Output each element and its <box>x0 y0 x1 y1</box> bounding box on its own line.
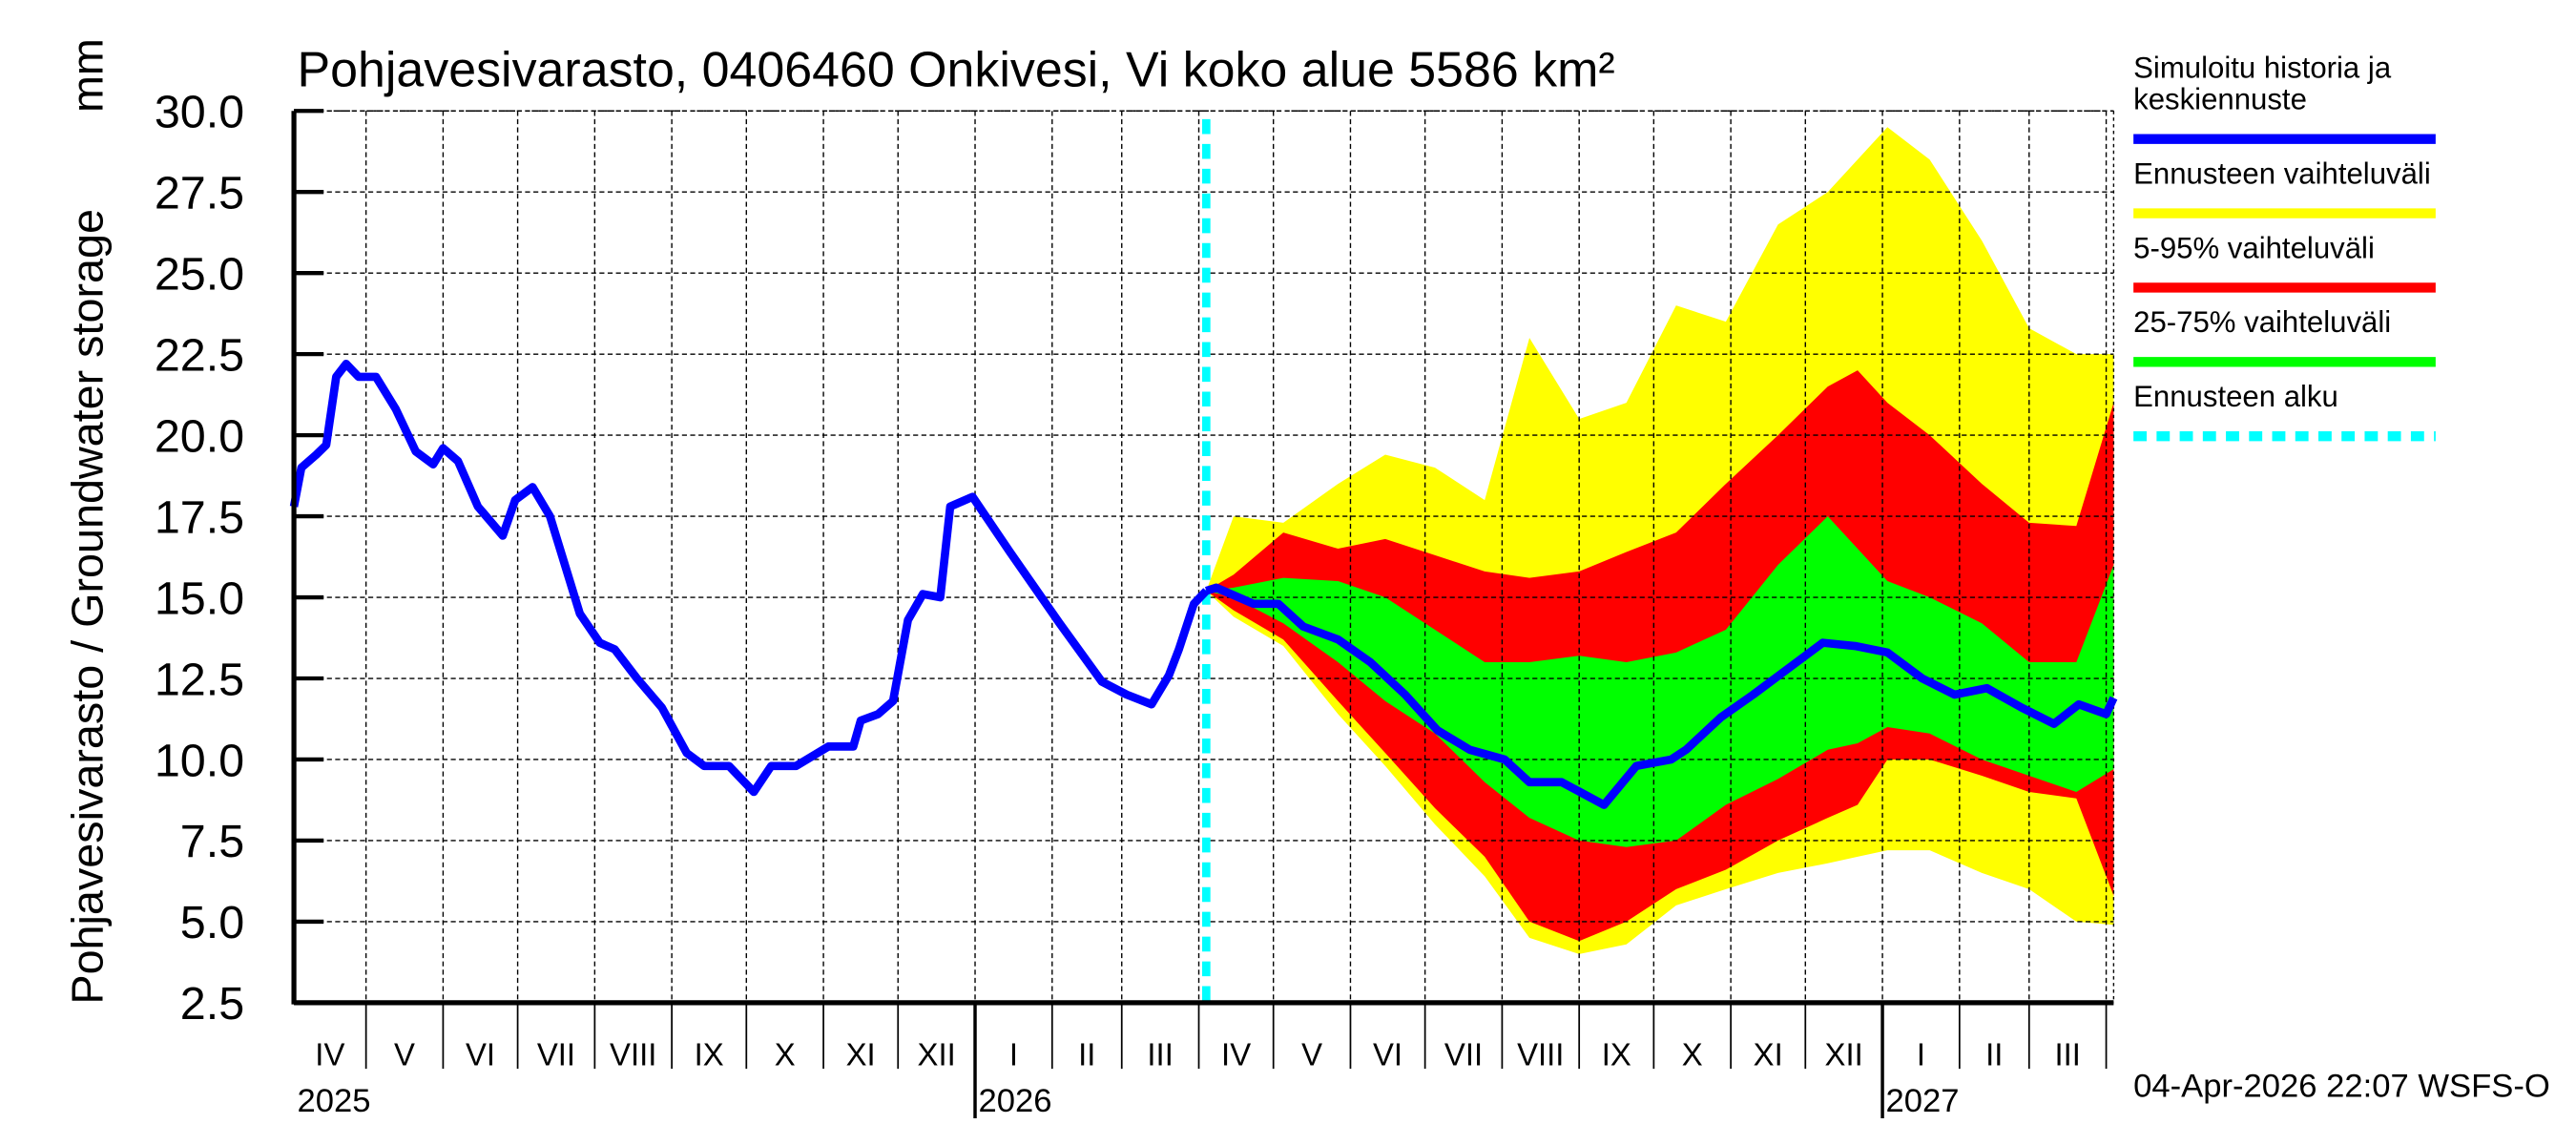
month-label: X <box>1682 1037 1703 1072</box>
forecast-bands <box>1206 127 2114 954</box>
month-label: VII <box>1444 1037 1483 1072</box>
series-lines <box>289 118 2118 1003</box>
y-tick-label: 27.5 <box>155 168 244 219</box>
legend-label: Simuloitu historia ja <box>2133 52 2392 85</box>
legend-label: Ennusteen alku <box>2133 380 2338 413</box>
month-label: I <box>1009 1037 1018 1072</box>
y-axis-unit: mm <box>62 38 112 113</box>
y-tick-label: 2.5 <box>180 978 244 1030</box>
month-label: IV <box>315 1037 344 1072</box>
band-25-75 <box>1206 516 2114 847</box>
y-axis-label: Pohjavesivarasto / Groundwater storage <box>62 209 112 1005</box>
month-label: IX <box>1602 1037 1631 1072</box>
y-tick-label: 12.5 <box>155 654 244 705</box>
y-tick-label: 25.0 <box>155 248 244 300</box>
month-label: VIII <box>610 1037 656 1072</box>
footer-timestamp: 04-Apr-2026 22:07 WSFS-O <box>2133 1069 2550 1105</box>
year-label: 2026 <box>978 1083 1051 1119</box>
median-forecast-line <box>1204 583 2118 809</box>
month-label: VII <box>537 1037 575 1072</box>
month-label: VI <box>1373 1037 1402 1072</box>
legend-label: 25-75% vaihteluväli <box>2133 305 2391 339</box>
month-label: III <box>1147 1037 1173 1072</box>
month-label: II <box>1985 1037 2003 1072</box>
month-label: XI <box>1754 1037 1783 1072</box>
month-label: V <box>394 1037 415 1072</box>
axes: 2.5 5.0 7.5 10.0 12.5 15.0 17.5 20.0 22.5 25.0 27.… <box>155 87 2114 1119</box>
chart-title: Pohjavesivarasto, 0406460 Onkivesi, Vi k… <box>298 42 1615 97</box>
y-tick-label: 15.0 <box>155 572 244 624</box>
y-tick-label: 10.0 <box>155 735 244 786</box>
y-tick-label: 20.0 <box>155 410 244 462</box>
month-label: XII <box>1825 1037 1863 1072</box>
y-tick-label: 5.0 <box>180 897 244 948</box>
y-tick-label: 22.5 <box>155 329 244 381</box>
legend-label: keskiennuste <box>2133 83 2307 116</box>
month-label: IV <box>1221 1037 1251 1072</box>
month-label: VI <box>466 1037 495 1072</box>
month-label: II <box>1078 1037 1095 1072</box>
year-label: 2025 <box>298 1083 371 1119</box>
month-label: V <box>1301 1037 1322 1072</box>
y-tick-label: 7.5 <box>180 816 244 867</box>
month-label: VIII <box>1517 1037 1564 1072</box>
history-line <box>289 360 1210 797</box>
month-label: X <box>775 1037 796 1072</box>
month-label: IX <box>695 1037 724 1072</box>
month-label: III <box>2054 1037 2080 1072</box>
legend-label: Ennusteen vaihteluväli <box>2133 156 2431 190</box>
legend-label: 5-95% vaihteluväli <box>2133 231 2375 264</box>
month-label: I <box>1917 1037 1925 1072</box>
year-label: 2027 <box>1886 1083 1960 1119</box>
y-tick-label: 30.0 <box>155 87 244 138</box>
month-label: XI <box>846 1037 876 1072</box>
month-label: XII <box>918 1037 956 1072</box>
y-tick-label: 17.5 <box>155 491 244 543</box>
